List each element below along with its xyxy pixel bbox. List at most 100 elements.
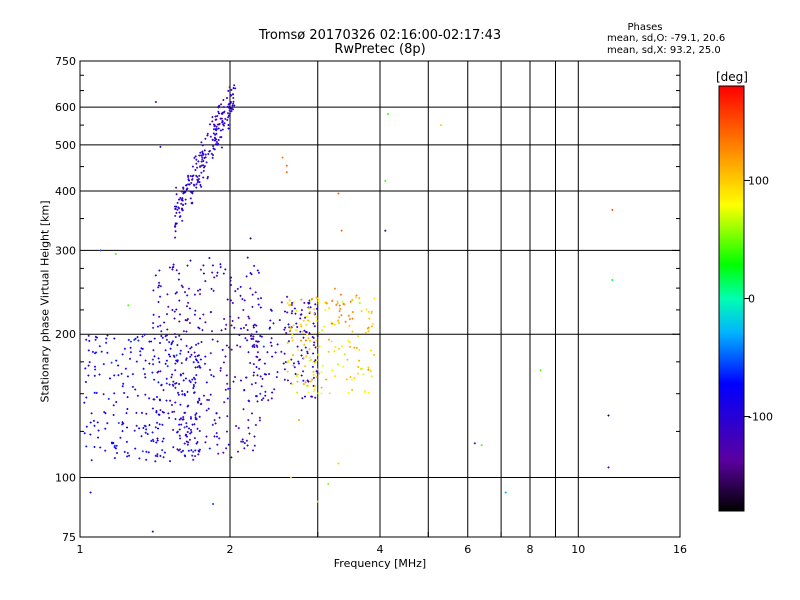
data-point [181,286,184,289]
data-point [141,411,143,414]
data-point [318,332,321,334]
data-point [171,411,174,413]
data-point [131,385,134,388]
data-point [313,361,316,364]
data-point [178,215,181,218]
data-point [210,287,213,290]
data-point [145,450,148,453]
data-point [176,359,179,362]
data-point [384,229,387,232]
data-point [87,334,90,337]
data-point [259,358,261,361]
data-point [194,155,197,158]
data-point [225,447,228,450]
data-point [90,459,93,462]
data-point [188,322,191,324]
data-point [113,374,116,377]
data-point [153,337,156,340]
data-point [318,372,321,375]
data-point [94,365,96,368]
data-point [188,307,191,310]
data-point [216,123,219,126]
data-point [303,343,306,346]
data-point [212,132,215,135]
data-point [252,363,255,366]
data-point [215,412,218,415]
data-point [231,320,234,322]
data-point [219,369,222,372]
data-point [334,346,337,348]
data-point [232,93,235,96]
data-point [206,134,209,137]
data-point [136,394,139,397]
data-point [162,456,165,459]
data-point [195,412,198,415]
data-point [165,338,168,341]
data-point [186,443,189,446]
data-point [287,340,290,343]
data-point [202,152,205,155]
data-point [186,435,188,438]
data-point [300,349,303,352]
data-point [153,378,156,381]
data-point [239,345,242,348]
data-point [270,344,273,347]
data-point [172,380,175,383]
data-point [607,414,610,417]
data-point [145,412,148,415]
data-point [96,421,99,424]
data-point [309,299,312,302]
data-point [315,370,318,373]
data-point [151,431,154,434]
data-point [152,349,155,352]
data-point [312,370,315,373]
data-point [366,327,369,330]
data-point [230,348,233,351]
data-point [198,397,201,400]
data-point [216,340,219,343]
data-point [269,326,271,329]
data-point [363,391,366,394]
data-point [370,325,373,328]
x-tick-label: 1 [77,543,84,556]
data-point [311,365,314,368]
data-point [313,341,316,344]
data-point [135,411,138,414]
data-point [289,304,292,307]
data-point [230,456,233,459]
data-point [187,441,190,444]
data-point [146,433,149,435]
data-point [181,199,184,202]
data-point [185,319,188,322]
data-point [215,129,218,132]
data-point [307,380,310,383]
data-point [358,359,361,362]
data-point [198,181,201,184]
data-point [148,397,151,400]
data-point [182,190,185,193]
data-point [367,326,370,329]
data-point [324,301,327,304]
data-point [214,133,217,136]
data-point [198,448,201,451]
data-point [216,115,219,117]
data-point [315,376,318,379]
data-point [194,355,197,358]
data-point [300,374,303,377]
data-point [312,376,315,379]
data-point [181,390,184,393]
data-point [162,411,165,414]
data-point [152,326,155,329]
data-point [286,295,289,298]
data-point [173,310,176,313]
data-point [358,297,361,300]
data-point [100,350,103,353]
data-point [173,333,176,335]
data-point [148,362,151,365]
data-point [156,439,159,442]
data-point [243,442,246,445]
data-point [323,325,326,328]
data-point [180,284,183,287]
data-point [178,334,181,337]
data-point [175,308,178,311]
